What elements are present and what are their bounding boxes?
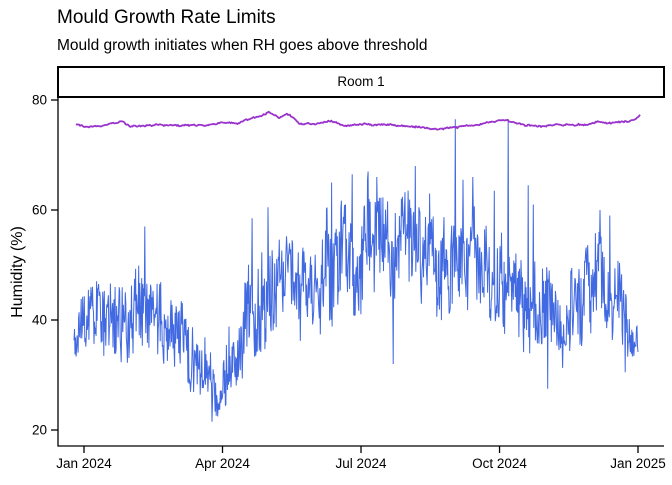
y-axis-ticks: 80 60 40 20 [32,93,58,438]
x-axis-ticks: Jan 2024 Apr 2024 Jul 2024 Oct 2024 Jan 2025 [56,446,666,471]
x-tick-label: Oct 2024 [472,456,527,471]
y-axis-title: Humidity (%) [9,226,26,318]
x-tick-label: Jan 2025 [610,456,666,471]
y-tick-label: 20 [32,423,47,438]
plot-panel [73,110,641,422]
facet-label: Room 1 [337,74,384,89]
axis-lines [57,97,664,447]
x-tick-label: Apr 2024 [195,456,250,471]
y-tick-label: 40 [32,313,47,328]
chart-subtitle: Mould growth initiates when RH goes abov… [57,37,428,54]
y-tick-label: 60 [32,203,47,218]
humidity-series-line [73,119,639,422]
facet-strip [57,66,665,98]
chart-title: Mould Growth Rate Limits [57,7,276,28]
x-tick-label: Jul 2024 [335,456,387,471]
threshold-series-line [75,110,641,131]
x-tick-label: Jan 2024 [56,456,112,471]
y-tick-label: 80 [32,93,47,108]
